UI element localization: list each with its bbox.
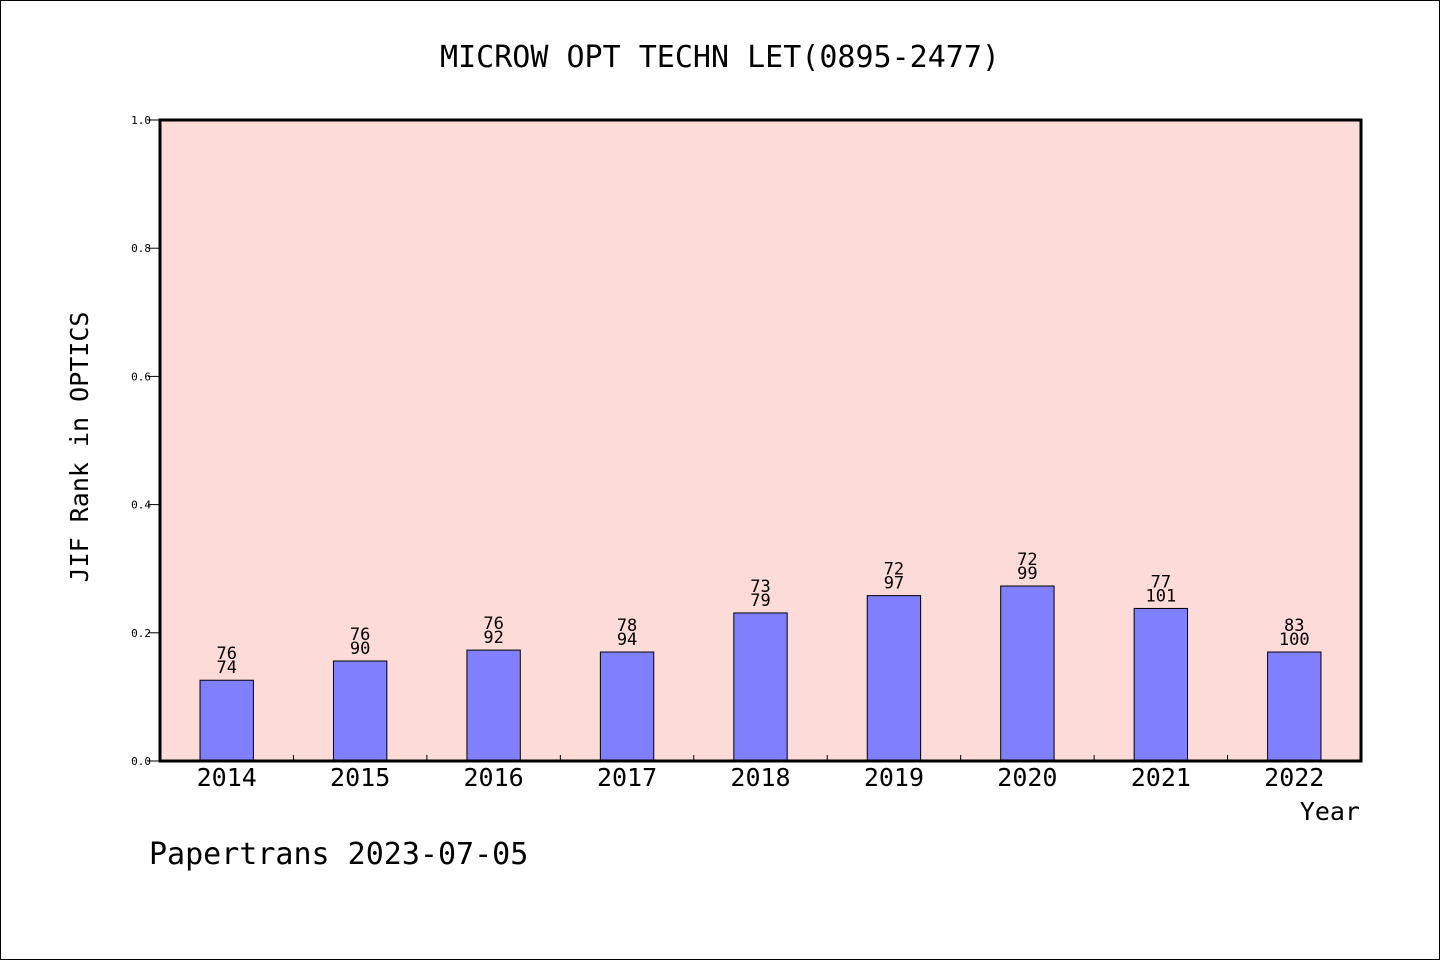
rank-label-2014: 76 — [216, 644, 236, 664]
x-tick-label-2022: 2022 — [1264, 763, 1324, 792]
bars-layer — [199, 585, 1322, 762]
bar-2016 — [466, 649, 521, 762]
total-label-2021: 101 — [1145, 586, 1176, 606]
chart-title: MICROW OPT TECHN LET(0895-2477) — [440, 40, 1000, 75]
y-axis-label: JIF Rank in OPTICS — [65, 312, 94, 583]
y-tick-label-1.0: 1.0 — [131, 114, 151, 127]
x-tick-label-2020: 2020 — [997, 763, 1057, 792]
rank-label-2016: 76 — [483, 614, 503, 634]
x-tick-label-2021: 2021 — [1131, 763, 1191, 792]
rank-label-2017: 78 — [617, 616, 637, 636]
total-label-2018: 79 — [750, 591, 770, 611]
rank-label-2015: 76 — [350, 625, 370, 645]
rank-label-2020: 72 — [1017, 550, 1037, 570]
total-label-2016: 92 — [483, 628, 503, 648]
x-axis: 2014 2015 2016 2017 2018 2019 2020 2021 2022 — [197, 755, 1324, 792]
plot-border — [158, 118, 1363, 763]
bar-2017 — [599, 651, 655, 762]
total-label-2014: 74 — [216, 658, 236, 678]
rank-label-2019: 72 — [884, 560, 904, 580]
rank-label-2021: 77 — [1151, 572, 1171, 592]
y-tick-label-0.6: 0.6 — [131, 370, 151, 383]
total-label-2022: 100 — [1279, 630, 1310, 650]
x-tick-label-2015: 2015 — [330, 763, 390, 792]
y-tick-label-0.0: 0.0 — [131, 755, 151, 768]
bar-2018 — [733, 612, 788, 762]
total-label-2017: 94 — [617, 630, 637, 650]
bar-2019 — [866, 595, 922, 762]
x-tick-label-2017: 2017 — [597, 763, 657, 792]
x-axis-label: Year — [1300, 797, 1360, 826]
total-label-2019: 97 — [884, 574, 904, 594]
bar-2014 — [199, 679, 254, 762]
bar-2022 — [1267, 651, 1322, 762]
bar-2021 — [1133, 607, 1189, 762]
x-tick-label-2018: 2018 — [730, 763, 790, 792]
rank-label-2022: 83 — [1284, 616, 1304, 636]
y-tick-label-0.4: 0.4 — [131, 499, 151, 512]
y-axis: 0.0 0.2 0.4 0.6 0.8 1.0 — [131, 114, 159, 768]
x-tick-label-2019: 2019 — [864, 763, 924, 792]
total-label-2020: 99 — [1017, 564, 1037, 584]
y-tick-label-0.8: 0.8 — [131, 242, 151, 255]
total-label-2015: 90 — [350, 639, 370, 659]
footer-credit: Papertrans 2023-07-05 — [149, 837, 528, 872]
bar-2020 — [1000, 585, 1055, 762]
rank-label-2018: 73 — [750, 577, 770, 597]
x-tick-label-2014: 2014 — [197, 763, 257, 792]
x-tick-label-2016: 2016 — [464, 763, 524, 792]
bar-2015 — [332, 660, 388, 762]
y-tick-label-0.2: 0.2 — [131, 627, 151, 640]
